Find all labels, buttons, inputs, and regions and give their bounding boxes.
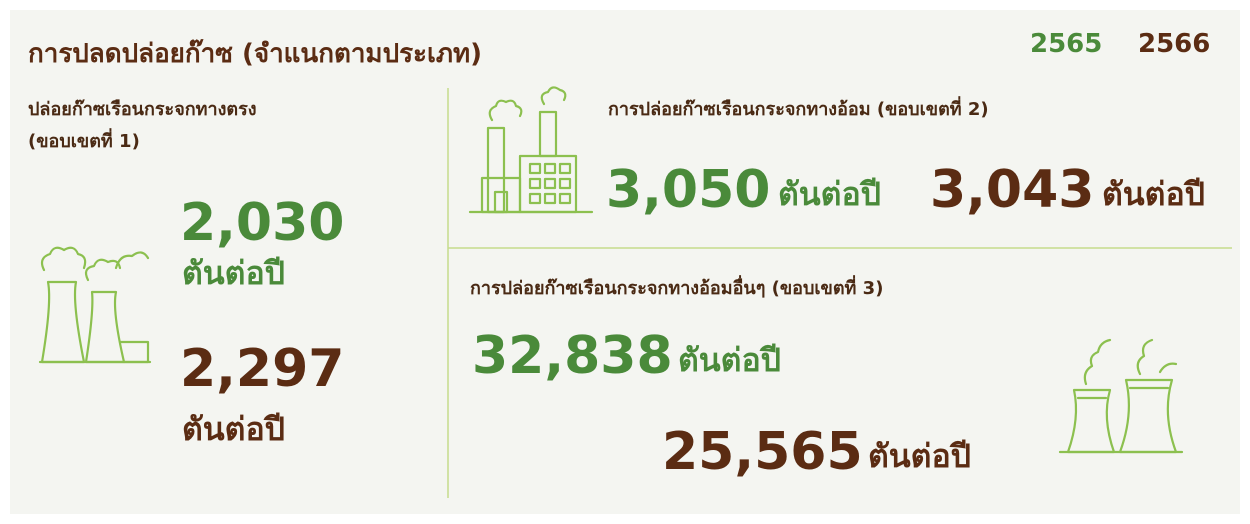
unit: ตันต่อปี [182, 410, 285, 448]
cooling-tower-icon [38, 246, 152, 364]
unit: ตันต่อปี [868, 437, 971, 475]
title: การปลดปล่อยก๊าซ (จำแนกตามประเภท) [28, 39, 482, 69]
unit: ตันต่อปี [778, 175, 881, 213]
scope2-2565: 3,050 [606, 160, 770, 220]
scope2-label: การปล่อยก๊าซเรือนกระจกทางอ้อม (ขอบเขตที่… [608, 96, 989, 120]
unit: ตันต่อปี [182, 254, 285, 292]
scope3-2566: 25,565 [662, 422, 863, 482]
unit: ตันต่อปี [1102, 175, 1205, 213]
scope3-2565: 32,838 [472, 326, 673, 386]
cooling-tower-icon [1058, 338, 1184, 454]
scope1-2566: 2,297 [180, 339, 344, 399]
scope1-2565: 2,030 [180, 193, 344, 253]
panel [10, 10, 1240, 514]
legend-2565: 2565 [1030, 29, 1102, 59]
legend-2566: 2566 [1138, 29, 1210, 59]
unit: ตันต่อปี [678, 341, 781, 379]
scope1-label: ปล่อยก๊าซเรือนกระจกทางตรง [28, 99, 257, 120]
scope3-label: การปล่อยก๊าซเรือนกระจกทางอ้อมอื่นๆ (ขอบเ… [470, 275, 883, 299]
scope2-2566: 3,043 [930, 160, 1094, 220]
scope1-label: (ขอบเขตที่ 1) [28, 128, 140, 152]
factory-icon [468, 86, 594, 214]
